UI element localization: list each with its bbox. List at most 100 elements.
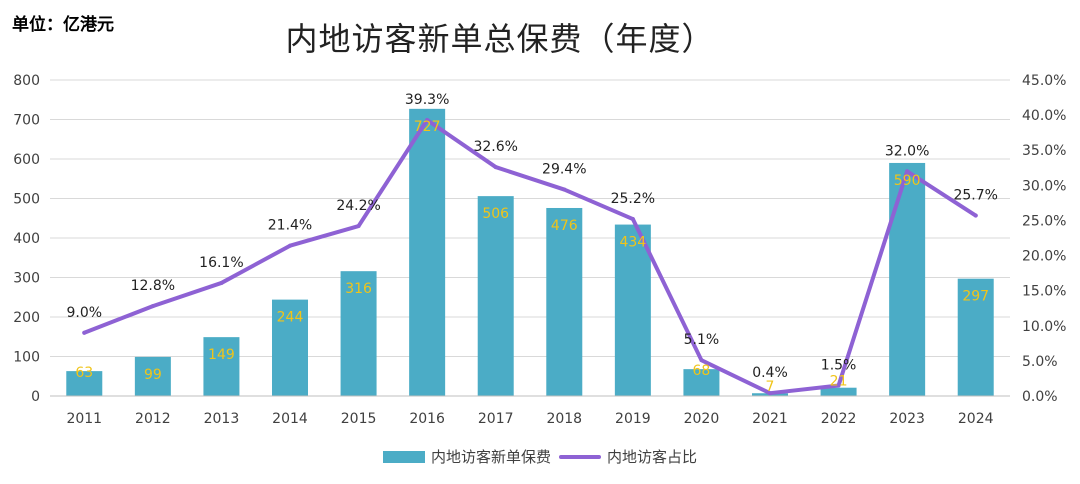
bar-value-label: 244 <box>277 310 304 326</box>
bar-series <box>66 108 994 397</box>
gridlines <box>50 79 1010 357</box>
x-tick-label: 2020 <box>684 411 720 427</box>
bar-value-label: 7 <box>766 379 775 395</box>
bar <box>340 271 377 396</box>
x-tick-label: 2023 <box>889 411 925 427</box>
bar <box>66 371 103 396</box>
bar <box>477 196 514 396</box>
y-right-tick-label: 40.0% <box>1022 108 1066 124</box>
bar <box>683 369 720 396</box>
legend-label-bar: 内地访客新单保费 <box>430 448 551 466</box>
bar <box>614 224 651 396</box>
line-value-label: 1.5% <box>821 357 857 373</box>
line-point <box>288 243 292 248</box>
y-left-tick-label: 600 <box>13 152 40 168</box>
line-value-label: 0.4% <box>752 365 788 381</box>
legend: 内地访客新单保费 内地访客占比 <box>0 446 1080 467</box>
axes: 0 100 200 300 400 500 600 700 800 0.0% 5.0% 10.0% 15… <box>13 73 1066 427</box>
y-left-tick-label: 700 <box>13 113 40 129</box>
bar-value-label: 434 <box>619 235 646 251</box>
bar <box>957 278 994 396</box>
y-right-tick-label: 35.0% <box>1022 143 1066 159</box>
legend-item-line: 内地访客占比 <box>559 446 697 467</box>
x-tick-label: 2012 <box>135 411 171 427</box>
x-tick-label: 2014 <box>272 411 308 427</box>
y-right-tick-label: 15.0% <box>1022 284 1066 300</box>
x-tick-label: 2018 <box>546 411 582 427</box>
line-point <box>562 187 567 192</box>
line-point <box>973 213 978 218</box>
data-labels: 63 99 149 244 316 727 506 476 434 68 7 21 590 297 9.0%… <box>66 92 997 395</box>
line-point <box>699 358 704 363</box>
line-value-label: 21.4% <box>268 218 312 234</box>
legend-swatch-line <box>559 454 601 459</box>
line-point <box>150 304 155 309</box>
bar-value-label: 21 <box>830 374 848 390</box>
y-right-tick-label: 45.0% <box>1022 73 1066 89</box>
legend-item-bar: 内地访客新单保费 <box>382 446 551 467</box>
y-left-tick-label: 300 <box>13 271 40 287</box>
y-right-tick-label: 20.0% <box>1022 249 1066 265</box>
line-point <box>836 383 841 388</box>
y-left-tick-label: 500 <box>13 192 40 208</box>
legend-swatch-bar <box>382 450 425 463</box>
x-tick-label: 2011 <box>66 411 102 427</box>
line-point <box>219 280 224 285</box>
line-point <box>630 217 635 222</box>
bar <box>203 337 240 396</box>
y-right-tick-label: 25.0% <box>1022 213 1066 229</box>
bar <box>272 299 308 396</box>
y-right-tick-label: 10.0% <box>1022 319 1066 335</box>
bar <box>820 387 857 396</box>
bar-value-label: 506 <box>482 206 509 222</box>
bar-value-label: 63 <box>75 365 93 381</box>
x-tick-label: 2015 <box>341 411 377 427</box>
line-value-label: 24.2% <box>336 198 380 214</box>
line-value-label: 39.3% <box>405 92 449 108</box>
line-value-label: 25.2% <box>611 191 655 207</box>
bar-value-label: 99 <box>144 367 162 383</box>
line-point <box>905 169 910 174</box>
unit-label: 单位：亿港元 <box>12 15 114 35</box>
line-point <box>768 391 772 396</box>
y-right-tick-label: 0.0% <box>1022 389 1058 405</box>
y-right-tick-label: 30.0% <box>1022 178 1066 194</box>
line-value-label: 16.1% <box>199 255 243 271</box>
x-tick-label: 2017 <box>478 411 514 427</box>
y-left-tick-label: 400 <box>13 231 40 247</box>
y-left-tick-label: 800 <box>13 73 40 89</box>
line-path <box>82 118 978 396</box>
bar-value-label: 476 <box>551 218 578 234</box>
y-left-tick-label: 0 <box>31 389 40 405</box>
line-point <box>356 224 361 229</box>
chart-title: 内地访客新单总保费（年度） <box>285 20 715 58</box>
line-value-label: 12.8% <box>131 278 175 294</box>
line-value-label: 29.4% <box>542 162 586 178</box>
y-left-tick-label: 100 <box>13 350 40 366</box>
bar <box>134 356 171 396</box>
bar-value-label: 68 <box>693 363 711 379</box>
y-left-tick-label: 200 <box>13 310 40 326</box>
x-tick-label: 2013 <box>204 411 240 427</box>
legend-label-line: 内地访客占比 <box>607 448 698 466</box>
line-point <box>82 330 87 335</box>
line-value-label: 32.0% <box>885 143 929 159</box>
x-tick-label: 2019 <box>615 411 651 427</box>
x-tick-label: 2016 <box>409 411 445 427</box>
x-tick-label: 2024 <box>958 411 994 427</box>
line-point <box>425 118 430 123</box>
bar-value-label: 297 <box>962 289 989 305</box>
line-value-label: 5.1% <box>684 332 720 348</box>
line-value-label: 25.7% <box>953 188 997 204</box>
bar <box>546 207 583 396</box>
line-value-label: 9.0% <box>66 305 102 321</box>
line-value-label: 32.6% <box>473 139 517 155</box>
bar-value-label: 316 <box>345 281 372 297</box>
y-right-tick-label: 5.0% <box>1022 354 1058 370</box>
bar <box>889 162 926 396</box>
bar-value-label: 727 <box>414 119 441 135</box>
line-series <box>82 118 978 396</box>
x-tick-label: 2022 <box>821 411 857 427</box>
bar-value-label: 149 <box>208 347 235 363</box>
bar-value-label: 590 <box>894 173 921 189</box>
